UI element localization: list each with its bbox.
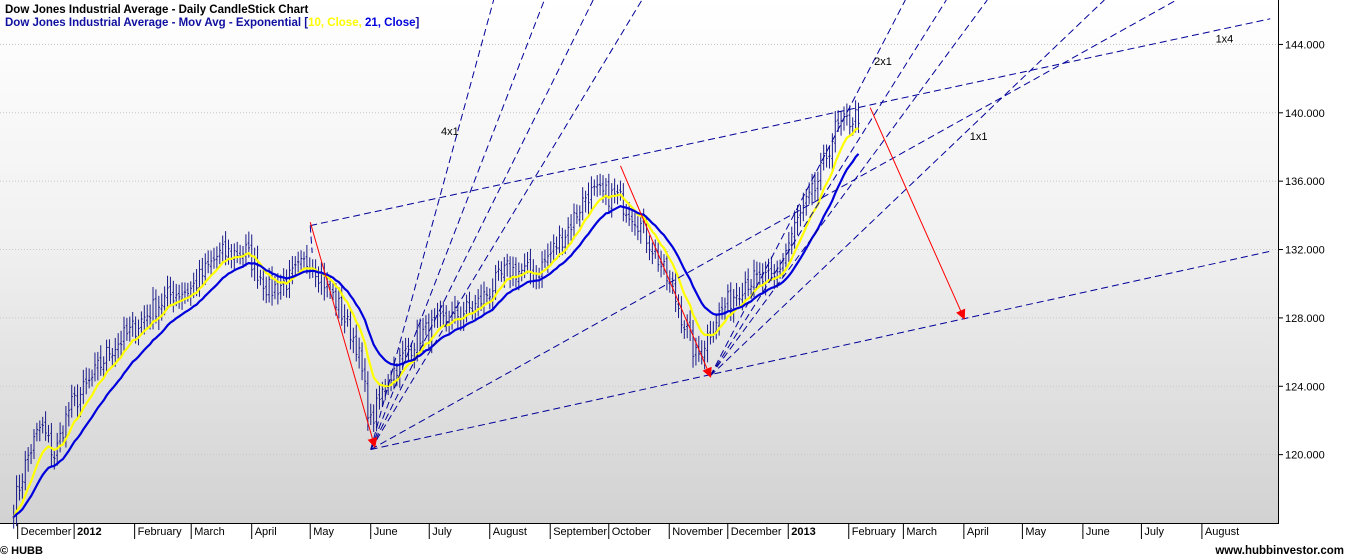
x-tick-label: April xyxy=(255,526,277,538)
projection-arrow xyxy=(620,165,712,378)
june-fan-3-line xyxy=(370,0,643,450)
x-tick-label: February xyxy=(138,526,183,538)
y-tick-label: 140.000 xyxy=(1285,108,1325,120)
x-tick-label: June xyxy=(374,526,398,538)
november-fan-2-line xyxy=(709,0,947,377)
x-tick-label: June xyxy=(1086,526,1110,538)
november-fan-3-line xyxy=(709,0,906,377)
x-tick-label: March xyxy=(194,526,225,538)
june-fan-1-line xyxy=(370,0,545,450)
indicator-prefix: Dow Jones Industrial Average - Mov Avg -… xyxy=(5,17,309,29)
indicator-legend: Dow Jones Industrial Average - Mov Avg -… xyxy=(5,17,419,29)
x-tick-label: February xyxy=(852,526,897,538)
y-tick-label: 136.000 xyxy=(1285,176,1325,188)
june-fan-4-line xyxy=(370,0,1177,450)
x-tick-label: April xyxy=(967,526,989,538)
x-tick-label: August xyxy=(493,526,527,538)
ema-slow-line xyxy=(12,153,860,518)
x-tick-label: December xyxy=(731,526,782,538)
may-top-connector-line xyxy=(309,225,313,253)
x-tick-label: July xyxy=(432,526,452,538)
november-fan-4-line xyxy=(709,0,1105,377)
x-tick-label: May xyxy=(1025,526,1046,538)
x-tick-label: May xyxy=(313,526,334,538)
indicator-slow-ema: 21, Close xyxy=(365,17,416,29)
x-tick-label: November xyxy=(672,526,723,538)
website-label: www.hubbinvestor.com xyxy=(1215,545,1344,557)
y-tick-label: 120.000 xyxy=(1285,450,1325,462)
x-tick-label: September xyxy=(553,526,607,538)
y-tick-label: 144.000 xyxy=(1285,39,1325,51)
x-tick-label: March xyxy=(906,526,937,538)
plot-area xyxy=(0,0,1279,524)
projection-arrow xyxy=(309,222,378,449)
indicator-suffix: ] xyxy=(415,17,420,29)
x-tick-label: August xyxy=(1205,526,1239,538)
x-tick-label: 2013 xyxy=(791,526,815,538)
june-fan-2-line xyxy=(370,0,594,450)
projection-arrow xyxy=(869,107,966,320)
upper-channel-line xyxy=(310,18,1271,227)
y-tick-label: 128.000 xyxy=(1285,313,1325,325)
x-tick-label: 2012 xyxy=(77,526,101,538)
june-fan-5-line xyxy=(370,0,495,450)
x-tick-label: October xyxy=(612,526,651,538)
x-tick-label: July xyxy=(1144,526,1164,538)
y-tick-label: 124.000 xyxy=(1285,381,1325,393)
chart-title: Dow Jones Industrial Average - Daily Can… xyxy=(5,4,309,16)
indicator-fast-ema: 10, Close, xyxy=(308,17,362,29)
fan-label: 1x1 xyxy=(970,131,988,143)
fan-label: 1x4 xyxy=(1216,34,1234,46)
ema-fast-line xyxy=(12,127,859,518)
y-tick-label: 132.000 xyxy=(1285,245,1325,257)
fan-label: 2x1 xyxy=(874,56,892,68)
november-fan-1-line xyxy=(709,0,988,377)
fan-label: 4x1 xyxy=(441,126,459,138)
x-tick-label: December xyxy=(21,526,72,538)
copyright-label: © HUBB xyxy=(0,545,43,557)
